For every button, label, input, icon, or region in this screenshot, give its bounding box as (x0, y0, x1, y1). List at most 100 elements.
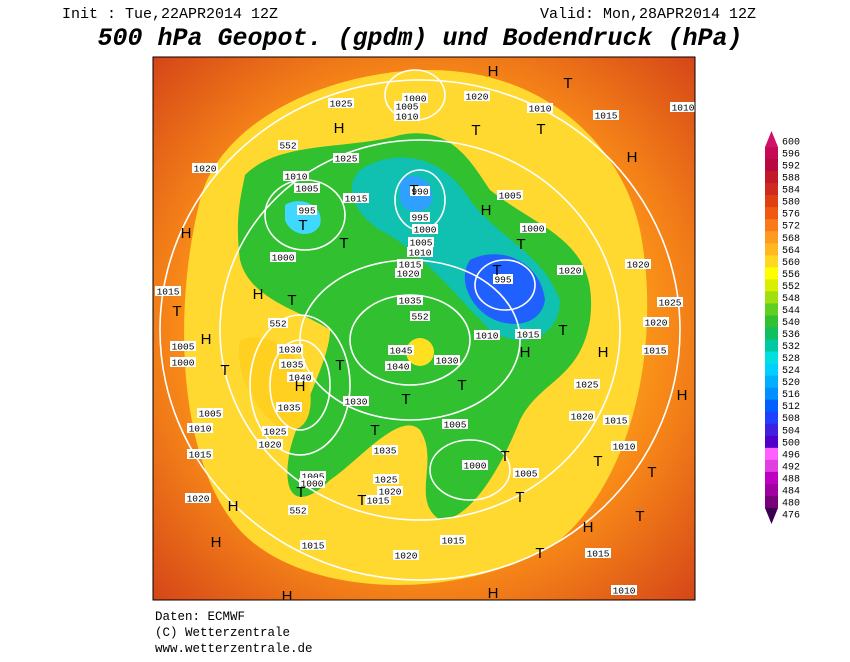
label-box (412, 224, 438, 234)
isobar-label: 1025 (335, 154, 358, 165)
map: 1000 1005 1010 1020 1025 1010 1015 1025 1010 1005… (153, 57, 695, 602)
label-box (155, 286, 181, 296)
isobar-label: 1015 (605, 416, 628, 427)
label-box (593, 110, 619, 120)
isobar-label: 1015 (644, 346, 667, 357)
isobar-label: 1015 (345, 194, 368, 205)
isobar-label: 1000 (404, 94, 427, 105)
colorbar-swatch (765, 303, 778, 316)
colorbar-label: 552 (782, 282, 800, 293)
isobar-label: 1010 (476, 331, 499, 342)
label-box (410, 311, 430, 321)
isobar-label: 1015 (442, 536, 465, 547)
colorbar-label: 500 (782, 438, 800, 449)
label-box (328, 98, 354, 108)
colorbar-swatch (765, 459, 778, 473)
isobar-label: 1005 (499, 191, 522, 202)
colorbar-label: 480 (782, 498, 800, 509)
isobar-label: 995 (494, 275, 511, 286)
isobar-label: 1015 (302, 541, 325, 552)
pressure-center: T (298, 217, 307, 234)
isobars (159, 69, 681, 581)
label-box (288, 505, 308, 515)
isobar-label: 1005 (515, 469, 538, 480)
isobar-label: 1035 (399, 296, 422, 307)
label-box (297, 205, 317, 215)
label-box (397, 295, 423, 305)
copyright: (C) Wetterzentrale (155, 626, 290, 640)
colorbar-swatch (765, 399, 778, 413)
pressure-center: H (295, 378, 306, 395)
label-box (257, 439, 283, 449)
label-box (187, 449, 213, 459)
pressure-center: T (635, 508, 644, 525)
label-box (574, 379, 600, 389)
colorbar-label: 576 (782, 210, 800, 221)
label-box (395, 268, 421, 278)
colorbar-label: 520 (782, 378, 800, 389)
isobar-label: 1005 (410, 238, 433, 249)
colorbar-swatch (765, 315, 778, 328)
label-box (513, 468, 539, 478)
isobar-label: 995 (298, 206, 315, 217)
label-box (657, 297, 683, 307)
label-box (408, 237, 434, 247)
isobar-label: 1010 (189, 424, 212, 435)
isobar-label: 1020 (379, 487, 402, 498)
label-box (170, 341, 196, 351)
pressure-center: T (401, 391, 410, 408)
pressure-center: T (172, 303, 181, 320)
pressure-center: H (598, 344, 609, 361)
label-box (283, 171, 309, 181)
isobar-label: 1000 (172, 358, 195, 369)
label-box (192, 163, 218, 173)
isobar-label: 1010 (613, 442, 636, 453)
colorbar-swatch (765, 339, 778, 353)
label-box (603, 415, 629, 425)
colorbar-swatch (765, 291, 778, 304)
isobar-label: 1015 (399, 260, 422, 271)
pressure-center: T (647, 464, 656, 481)
pressure-center: T (516, 236, 525, 253)
isobar-label: 1015 (517, 330, 540, 341)
isobar-label: 1000 (301, 479, 324, 490)
isobar-label: 1000 (414, 225, 437, 236)
colorbar-label: 528 (782, 354, 800, 365)
label-box (333, 153, 359, 163)
isobar-label: 990 (411, 187, 428, 198)
green-area (237, 133, 592, 520)
colorbar-label: 508 (782, 414, 800, 425)
colorbar-label: 516 (782, 390, 800, 401)
isobar-label: 1020 (397, 269, 420, 280)
pressure-center: H (181, 225, 192, 242)
isobar-label: 1020 (559, 266, 582, 277)
colorbar-label: 536 (782, 330, 800, 341)
colorbar-swatch (765, 147, 778, 160)
colorbar-label: 540 (782, 318, 800, 329)
isobar-label: 1000 (464, 461, 487, 472)
colorbar-swatch (765, 447, 778, 461)
pressure-center: H (334, 120, 345, 137)
pressure-center: T (558, 322, 567, 339)
map-title: 500 hPa Geopot. (gpdm) und Bodendruck (h… (97, 24, 742, 53)
colorbar-swatch (765, 207, 778, 220)
pressure-center: H (488, 585, 499, 602)
source: Daten: ECMWF (155, 610, 245, 624)
init-time: Init : Tue,22APR2014 12Z (62, 6, 278, 23)
colorbar-swatch (765, 243, 778, 256)
isobar-label: 1005 (172, 342, 195, 353)
map-labels: 1000 1005 1010 1020 1025 1010 1015 1025 1010 1005… (155, 63, 695, 602)
label-box (262, 426, 288, 436)
label-box (394, 111, 420, 121)
isobar-label: 1025 (576, 380, 599, 391)
label-box (372, 445, 398, 455)
colorbar-label: 580 (782, 198, 800, 209)
pressure-center: H (228, 498, 239, 515)
isobar-label: 1015 (189, 450, 212, 461)
label-box (625, 259, 651, 269)
pressure-center: H (677, 387, 688, 404)
label-box (373, 474, 399, 484)
label-box (520, 223, 546, 233)
label-box (393, 550, 419, 560)
